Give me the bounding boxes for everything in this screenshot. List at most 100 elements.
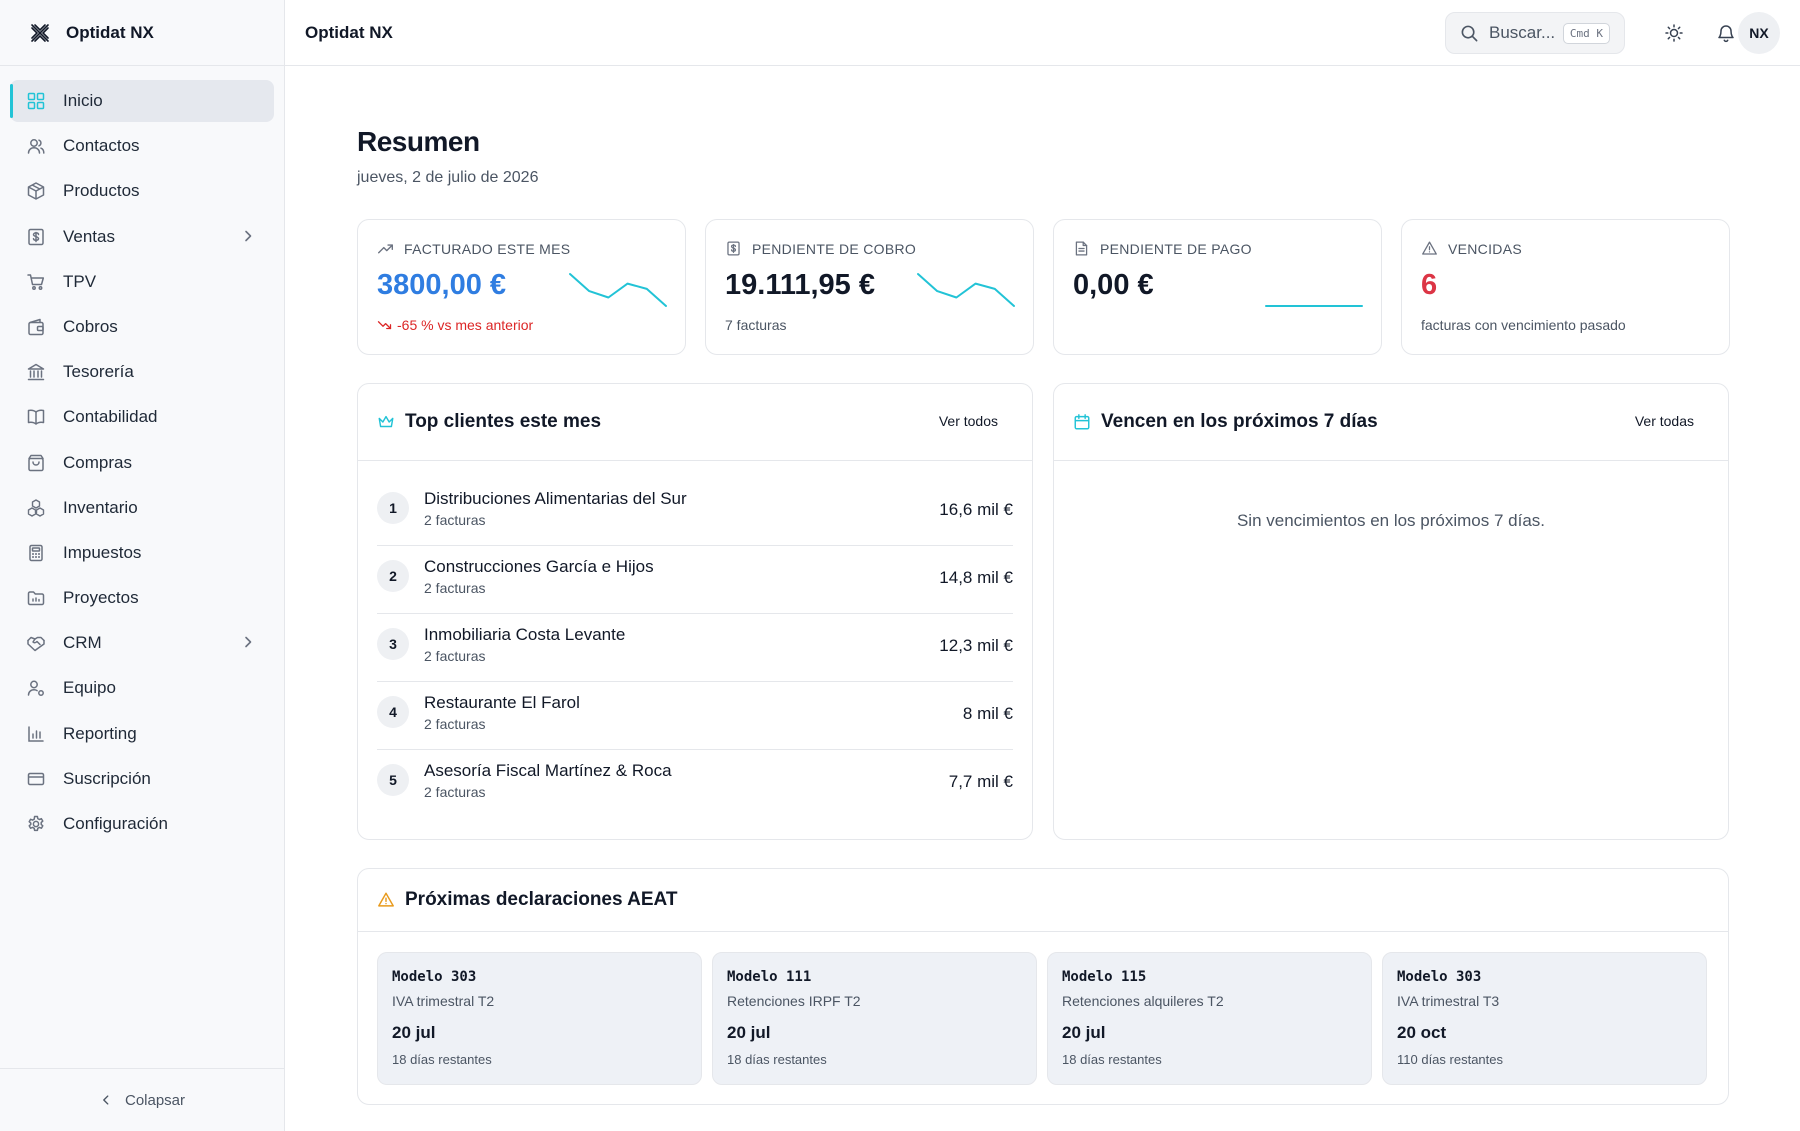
sidebar: Optidat NX Inicio Contactos Productos Ve… bbox=[0, 0, 285, 1131]
sidebar-item-impuestos[interactable]: Impuestos bbox=[10, 532, 274, 574]
doc-icon bbox=[1075, 241, 1088, 256]
kpi-card-vencidas: VENCIDAS 6 facturas con vencimiento pasa… bbox=[1401, 219, 1730, 355]
table-row[interactable]: 5 Asesoría Fiscal Martínez & Roca 2 fact… bbox=[377, 750, 1013, 818]
kpi-card-pendiente-pago: PENDIENTE DE PAGO 0,00 € bbox=[1053, 219, 1382, 355]
trend-down-icon bbox=[377, 320, 392, 329]
declaration-description: IVA trimestral T3 bbox=[1397, 993, 1500, 1009]
panel-header: Top clientes este mes Ver todos bbox=[358, 384, 1032, 461]
sidebar-item-crm[interactable]: CRM bbox=[10, 622, 274, 664]
sidebar-item-inicio[interactable]: Inicio bbox=[10, 80, 274, 122]
collapse-button[interactable]: Colapsar bbox=[0, 1068, 284, 1131]
sidebar-item-reporting[interactable]: Reporting bbox=[10, 713, 274, 755]
warning-icon bbox=[1422, 241, 1437, 255]
sidebar-item-contabilidad[interactable]: Contabilidad bbox=[10, 396, 274, 438]
brand[interactable]: Optidat NX bbox=[0, 0, 284, 66]
sidebar-item-label: Equipo bbox=[63, 678, 116, 698]
kpi-value: 0,00 € bbox=[1073, 269, 1154, 301]
kpi-label-row: PENDIENTE DE PAGO bbox=[1073, 240, 1252, 257]
declaration-card[interactable]: Modelo 303 IVA trimestral T3 20 oct 110 … bbox=[1382, 952, 1707, 1085]
sidebar-item-label: Reporting bbox=[63, 723, 137, 743]
kpi-label-row: VENCIDAS bbox=[1421, 240, 1522, 257]
client-invoice-count: 2 facturas bbox=[424, 784, 486, 800]
cart-icon bbox=[27, 274, 45, 290]
view-all-link[interactable]: Ver todas bbox=[1634, 413, 1694, 429]
sidebar-item-cobros[interactable]: Cobros bbox=[10, 306, 274, 348]
panel-header: Próximas declaraciones AEAT bbox=[358, 869, 1728, 932]
sidebar-item-compras[interactable]: Compras bbox=[10, 442, 274, 484]
avatar[interactable]: NX bbox=[1738, 12, 1780, 54]
kpi-value: 3800,00 € bbox=[377, 269, 507, 301]
declaration-card[interactable]: Modelo 115 Retenciones alquileres T2 20 … bbox=[1047, 952, 1372, 1085]
view-all-link[interactable]: Ver todos bbox=[938, 413, 998, 429]
sidebar-item-label: TPV bbox=[63, 271, 97, 291]
panel-title: Top clientes este mes bbox=[405, 411, 602, 432]
panel-header: Vencen en los próximos 7 días Ver todas bbox=[1054, 384, 1728, 461]
grid-icon bbox=[27, 92, 45, 110]
chevron-right-icon bbox=[245, 230, 252, 241]
sidebar-item-suscripcion[interactable]: Suscripción bbox=[10, 758, 274, 800]
sidebar-item-label: Contabilidad bbox=[63, 407, 158, 427]
declaration-card[interactable]: Modelo 111 Retenciones IRPF T2 20 jul 18… bbox=[712, 952, 1037, 1085]
panel-title: Próximas declaraciones AEAT bbox=[405, 889, 678, 910]
sidebar-item-label: Productos bbox=[63, 181, 140, 201]
sidebar-item-configuracion[interactable]: Configuración bbox=[10, 803, 274, 845]
sidebar-item-label: Proyectos bbox=[63, 588, 139, 608]
chevron-right-icon bbox=[245, 636, 252, 648]
sidebar-item-proyectos[interactable]: Proyectos bbox=[10, 577, 274, 619]
declaration-remaining: 18 días restantes bbox=[727, 1052, 827, 1067]
kpi-value: 19.111,95 € bbox=[725, 269, 875, 301]
sidebar-item-inventario[interactable]: Inventario bbox=[10, 487, 274, 529]
sidebar-item-productos[interactable]: Productos bbox=[10, 170, 274, 212]
client-name: Restaurante El Farol bbox=[424, 693, 580, 712]
bag-icon bbox=[28, 454, 44, 471]
trend-up-icon bbox=[378, 244, 393, 254]
client-invoice-count: 2 facturas bbox=[424, 716, 486, 732]
kpi-change: -65 % vs mes anterior bbox=[377, 317, 533, 333]
sun-icon bbox=[1665, 24, 1683, 42]
empty-state: Sin vencimientos en los próximos 7 días. bbox=[1236, 511, 1546, 530]
warning-icon bbox=[378, 892, 394, 907]
credit-card-icon bbox=[27, 772, 45, 786]
page-date: jueves, 2 de julio de 2026 bbox=[357, 169, 539, 186]
sidebar-item-label: Configuración bbox=[63, 814, 168, 833]
sidebar-item-tpv[interactable]: TPV bbox=[10, 261, 274, 303]
handshake-icon bbox=[27, 637, 45, 652]
sidebar-item-contactos[interactable]: Contactos bbox=[10, 125, 274, 167]
notifications-button[interactable] bbox=[1706, 13, 1746, 53]
brand-name: Optidat NX bbox=[66, 22, 154, 42]
client-amount: 16,6 mil € bbox=[939, 500, 1013, 519]
client-invoice-count: 2 facturas bbox=[424, 580, 486, 596]
declaration-date: 20 jul bbox=[392, 1023, 436, 1042]
sidebar-item-ventas[interactable]: Ventas bbox=[10, 216, 274, 258]
folder-icon bbox=[27, 591, 45, 606]
kpi-label: PENDIENTE DE COBRO bbox=[752, 240, 917, 257]
sidebar-item-label: Ventas bbox=[63, 226, 115, 246]
bar-chart-icon bbox=[28, 725, 44, 742]
rank-badge: 1 bbox=[377, 492, 409, 524]
declaration-card[interactable]: Modelo 303 IVA trimestral T2 20 jul 18 d… bbox=[377, 952, 702, 1085]
table-row[interactable]: 3 Inmobiliaria Costa Levante 2 facturas … bbox=[377, 614, 1013, 682]
declaration-model: Modelo 115 bbox=[1062, 969, 1147, 985]
book-icon bbox=[27, 409, 45, 426]
sidebar-nav: Inicio Contactos Productos Ventas TPV Co… bbox=[0, 66, 284, 845]
theme-toggle-button[interactable] bbox=[1654, 13, 1694, 53]
aeat-panel: Próximas declaraciones AEAT Modelo 303 I… bbox=[357, 868, 1729, 1105]
table-row[interactable]: 1 Distribuciones Alimentarias del Sur 2 … bbox=[377, 478, 1013, 546]
declaration-date: 20 jul bbox=[727, 1023, 771, 1042]
client-invoice-count: 2 facturas bbox=[424, 648, 486, 664]
search-input[interactable]: Buscar... Cmd K bbox=[1445, 12, 1625, 54]
top-clients-panel: Top clientes este mes Ver todos 1 Distri… bbox=[357, 383, 1033, 840]
page-title: Resumen bbox=[357, 126, 480, 157]
sidebar-item-equipo[interactable]: Equipo bbox=[10, 667, 274, 709]
declaration-model: Modelo 111 bbox=[727, 969, 812, 985]
sidebar-item-tesoreria[interactable]: Tesorería bbox=[10, 351, 274, 393]
table-row[interactable]: 2 Construcciones García e Hijos 2 factur… bbox=[377, 546, 1013, 614]
kpi-value: 6 bbox=[1421, 269, 1438, 301]
table-row[interactable]: 4 Restaurante El Farol 2 facturas 8 mil … bbox=[377, 682, 1013, 750]
client-amount: 14,8 mil € bbox=[939, 568, 1013, 587]
client-amount: 8 mil € bbox=[962, 704, 1013, 723]
sparkline-chart bbox=[917, 273, 1015, 307]
bell-icon bbox=[1718, 25, 1734, 43]
declaration-description: Retenciones alquileres T2 bbox=[1062, 993, 1224, 1009]
kpi-label: VENCIDAS bbox=[1448, 240, 1522, 257]
